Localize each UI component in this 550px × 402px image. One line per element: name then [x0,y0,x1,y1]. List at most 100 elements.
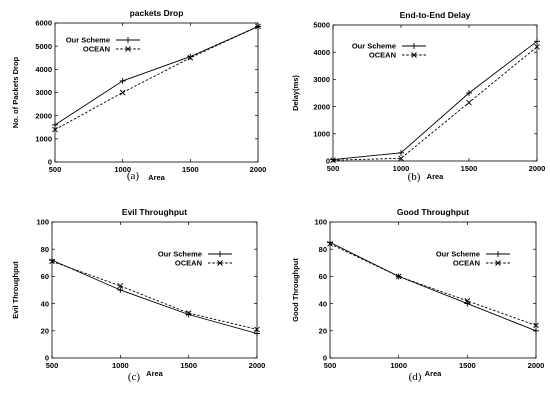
legend-marker-c-1 [217,260,223,266]
y-tick-label-b-2: 2000 [313,102,330,111]
x-tick-label-b-3: 2000 [529,164,546,173]
legend-label-c-1: OCEAN [175,259,202,268]
x-tick-label-b-1: 1000 [393,164,410,173]
point-c-0-0 [49,257,55,264]
point-c-1-2 [185,310,192,316]
chart-c: Evil Throughput 500 1000 1500 2000 0 20 40 60 80 1… [11,207,265,383]
point-d-1-2 [464,298,471,304]
caption-a: (a) [127,170,140,182]
y-tick-label-a-6: 6000 [35,19,52,28]
legend-label-b-1: OCEAN [369,51,396,60]
x-tick-label-a-1: 1000 [114,165,131,174]
x-tick-label-d-1: 1000 [390,361,407,370]
y-tick-label-d-0: 0 [323,354,327,363]
y-tick-label-a-2: 2000 [35,111,52,120]
x-tick-label-b-2: 1500 [461,164,478,173]
x-tick-label-c-3: 2000 [249,361,266,370]
point-b-0-3 [534,38,540,45]
point-d-0-3 [533,327,539,334]
point-a-1-3 [255,23,261,30]
point-b-1-2 [466,99,472,106]
x-tick-label-c-1: 1000 [112,361,129,370]
plot-frame-c [51,221,258,359]
y-tick-label-c-0: 0 [45,354,49,363]
series-line-c-0 [51,259,258,334]
legend-label-d-1: OCEAN [453,259,480,268]
series-line-a-0 [54,26,259,126]
legend-marker-a-1 [125,46,131,52]
point-a-1-0 [52,126,58,133]
plot-frame-d [329,221,537,359]
point-b-1-0 [330,157,336,164]
plot-frame-b [332,24,538,162]
y-tick-label-d-5: 100 [314,218,327,227]
chart-b: End-to-End Delay 500 1000 1500 2000 0 1000 2000… [291,10,545,183]
point-d-1-0 [327,240,333,247]
legend-label-d-0: Our Scheme [436,250,480,259]
y-axis-label-d: Good Throughput [291,258,300,322]
point-c-1-3 [254,326,260,333]
chart-title-a: packets Drop [130,8,184,18]
point-d-0-2 [464,300,471,307]
y-tick-label-d-1: 20 [319,327,327,336]
point-b-0-1 [398,149,404,156]
point-c-1-1 [117,283,124,289]
point-d-1-3 [533,322,539,329]
x-tick-label-b-0: 500 [327,164,340,173]
legend-marker-d-0 [495,251,501,257]
x-tick-label-d-3: 2000 [528,361,545,370]
point-a-1-2 [187,54,194,61]
x-tick-label-c-2: 1500 [180,361,197,370]
point-c-1-0 [49,258,55,265]
legend-marker-b-1 [411,52,417,58]
point-b-0-2 [466,90,472,96]
x-tick-label-d-2: 1500 [459,361,476,370]
legend-label-b-0: Our Scheme [352,42,396,51]
y-tick-label-c-2: 40 [41,299,49,308]
x-tick-label-a-2: 1500 [182,165,199,174]
y-tick-label-d-3: 60 [319,272,327,281]
legend-marker-c-0 [217,251,223,257]
y-tick-label-c-5: 100 [36,218,49,227]
legend-marker-b-0 [411,43,417,49]
point-d-0-0 [327,239,333,246]
caption-c: (c) [128,371,141,383]
x-tick-label-a-0: 500 [49,165,62,174]
legend-label-a-1: OCEAN [83,45,110,54]
y-tick-label-a-0: 0 [48,158,52,167]
x-axis-label-d: Area [425,369,443,378]
point-b-1-1 [398,155,404,162]
y-tick-label-a-5: 5000 [35,42,52,51]
y-tick-label-c-4: 80 [41,245,49,254]
point-c-0-2 [185,311,192,318]
x-tick-label-c-0: 500 [46,361,59,370]
x-axis-label-c: Area [146,369,164,378]
point-a-0-0 [52,121,58,128]
chart-title-d: Good Throughput [397,207,469,217]
x-axis-label-a: Area [148,173,166,182]
series-line-c-1 [51,260,258,330]
series-line-d-1 [329,243,537,326]
x-tick-label-a-3: 2000 [250,165,267,174]
y-axis-label-a: No. of Packets Drop [11,56,20,128]
caption-b: (b) [408,171,421,183]
y-tick-label-c-1: 20 [41,327,49,336]
y-axis-label-b: Delay(ms) [291,75,300,111]
y-tick-label-b-3: 3000 [313,75,330,84]
chart-title-c: Evil Throughput [122,207,187,217]
chart-d: Good Throughput 500 1000 1500 2000 0 20 40 60 80 1… [291,207,544,383]
y-axis-label-c: Evil Throughput [11,261,20,319]
series-line-d-0 [329,241,537,332]
y-tick-label-b-4: 4000 [313,48,330,57]
point-c-0-3 [254,330,260,337]
chart-a: packets Drop 500 1000 1500 2000 0 1000 2000 3000… [11,8,266,182]
chart-title-b: End-to-End Delay [400,10,471,20]
x-tick-label-d-0: 500 [324,361,337,370]
y-tick-label-c-3: 60 [41,272,49,281]
y-tick-label-a-3: 3000 [35,88,52,97]
y-tick-label-a-1: 1000 [35,135,52,144]
y-tick-label-b-5: 5000 [313,21,330,30]
series-line-b-0 [332,40,538,161]
legend-marker-a-0 [125,37,131,43]
